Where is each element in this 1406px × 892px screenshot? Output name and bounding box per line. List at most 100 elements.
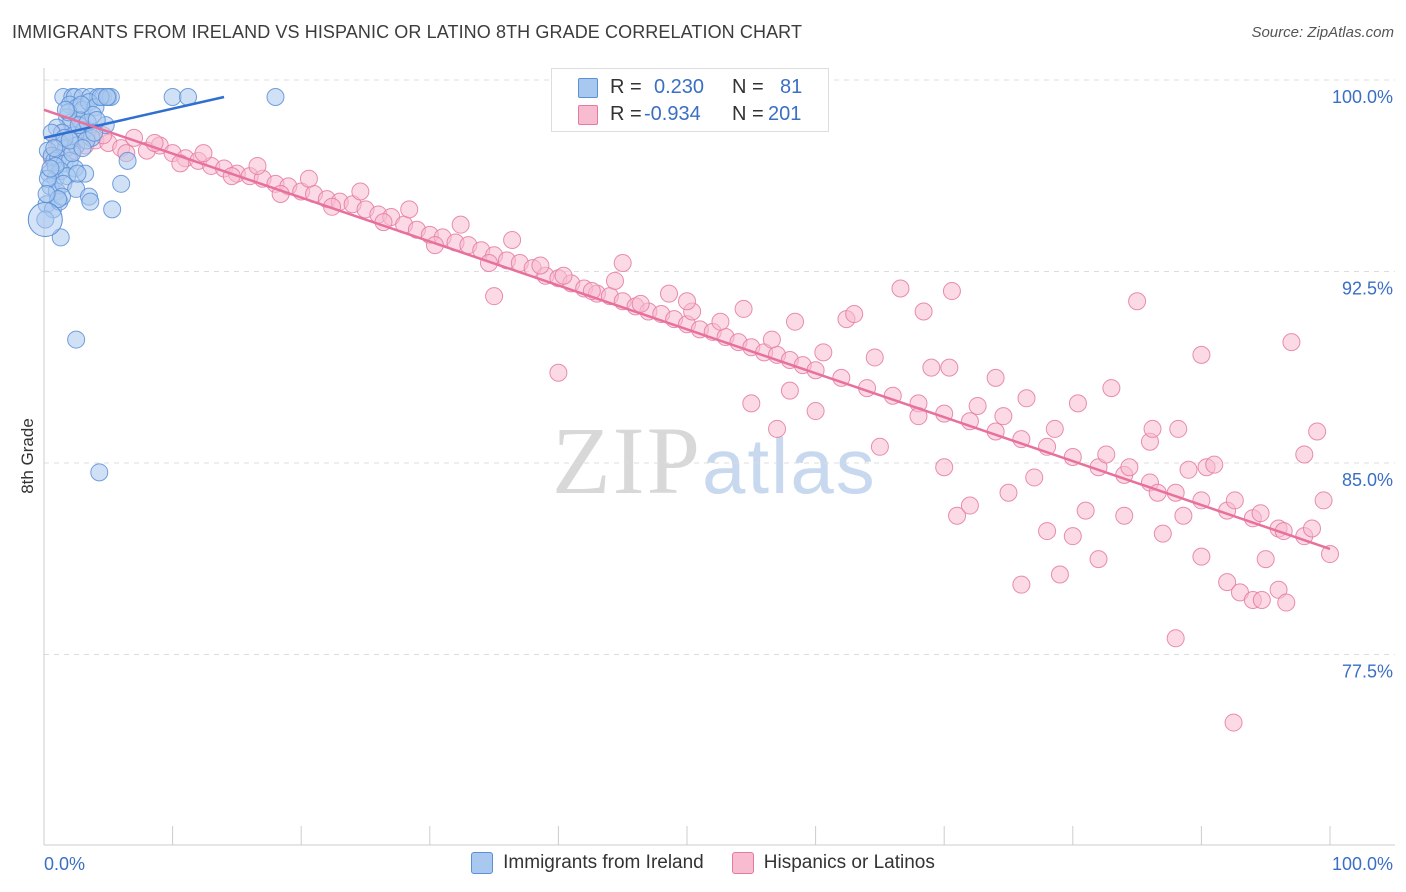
hispanic-point [711, 312, 730, 331]
hispanic-point [1115, 506, 1134, 525]
y-tick-label: 92.5% [1342, 279, 1393, 299]
y-tick-label: 85.0% [1342, 470, 1393, 490]
hispanic-point [1166, 629, 1185, 648]
ireland-point [67, 330, 86, 349]
chart-source: Source: ZipAtlas.com [1251, 24, 1394, 41]
hispanic-point [299, 169, 318, 188]
hispanic-point [806, 402, 825, 421]
hispanic-point [605, 271, 624, 290]
ireland-point [41, 159, 60, 178]
legend-label-hispanic: Hispanics or Latinos [763, 852, 935, 873]
ireland-point [118, 151, 137, 170]
ireland-point [163, 88, 182, 106]
stats-n-value: 201 [768, 102, 802, 125]
ireland-point [45, 139, 64, 158]
ireland-trend-line [43, 95, 225, 140]
hispanic-point [1251, 504, 1270, 523]
ireland-point [27, 202, 63, 238]
hispanic-point [1225, 491, 1244, 510]
stats-r-label: R = [610, 75, 642, 98]
hispanic-point [248, 156, 267, 175]
hispanic-point [940, 358, 959, 377]
stats-box: R = 0.230 N = 81 R = -0.934 N = 201 [551, 68, 829, 132]
hispanic-point [1050, 565, 1069, 584]
hispanic-point [1174, 506, 1193, 525]
hispanic-point [659, 284, 678, 303]
hispanic-point [1102, 379, 1121, 398]
hispanic-point [1017, 389, 1036, 408]
hispanic-point [1038, 522, 1057, 541]
hispanic-point [451, 215, 470, 234]
ireland-point [68, 164, 87, 183]
hispanic-point [948, 506, 967, 525]
hispanic-point [1302, 519, 1321, 538]
hispanic-point [1097, 445, 1116, 464]
hispanic-point [1282, 333, 1301, 352]
hispanic-point [1192, 547, 1211, 566]
hispanic-point [1277, 593, 1296, 612]
hispanic-point [994, 407, 1013, 426]
hispanic-point [780, 381, 799, 400]
hispanic-point [1025, 468, 1044, 487]
ireland-point [51, 228, 70, 247]
hispanic-point [865, 348, 884, 367]
hispanic-point [1205, 455, 1224, 474]
hispanic-point [1308, 422, 1327, 441]
hispanic-point [1076, 501, 1095, 520]
legend-item-ireland[interactable]: Immigrants from Ireland [471, 852, 704, 874]
hispanic-point [531, 256, 550, 275]
hispanic-point [1120, 458, 1139, 477]
hispanic-point [1012, 575, 1031, 594]
ireland-point [266, 88, 285, 106]
hispanic-point [1256, 550, 1275, 569]
hispanic-point [786, 312, 805, 331]
ireland-point [72, 95, 91, 114]
stats-n-label: N = [732, 75, 764, 98]
hispanic-point [194, 144, 213, 163]
hispanic-point [678, 292, 696, 311]
hispanic-point [503, 230, 522, 249]
watermark-zip: ZIP [552, 407, 702, 514]
legend-item-hispanic[interactable]: Hispanics or Latinos [731, 852, 935, 874]
stats-swatch-hispanic [578, 105, 598, 125]
hispanic-point [1045, 419, 1064, 438]
hispanic-point [1218, 573, 1237, 592]
stats-row-ireland: R = 0.230 N = 81 [552, 73, 828, 101]
hispanic-point [960, 496, 979, 515]
hispanic-point [1063, 527, 1082, 546]
hispanic-point [762, 330, 781, 349]
hispanic-point [554, 266, 573, 285]
hispanic-point [1179, 460, 1198, 479]
stats-row-hispanic: R = -0.934 N = 201 [552, 100, 828, 128]
hispanic-point [351, 182, 370, 201]
ireland-point [90, 463, 109, 482]
hispanic-point [485, 287, 504, 306]
hispanic-point [968, 396, 987, 415]
stats-r-value: -0.934 [644, 102, 701, 125]
hispanic-point [1143, 419, 1162, 438]
hispanic-point [171, 154, 190, 173]
hispanic-point [922, 358, 941, 377]
x-tick-label: 100.0% [1332, 854, 1393, 874]
hispanic-point [1128, 292, 1147, 311]
ireland-point [98, 88, 117, 106]
watermark: ZIPatlas [552, 405, 877, 516]
hispanic-point [891, 279, 910, 298]
hispanic-point [631, 294, 650, 313]
hispanic-point [1224, 713, 1243, 732]
hispanic-point [1252, 591, 1271, 610]
hispanic-trend-line [43, 108, 1331, 551]
ireland-point [81, 192, 100, 211]
chart-legend: Immigrants from Ireland Hispanics or Lat… [0, 852, 1406, 874]
stats-r-value: 0.230 [654, 75, 705, 98]
hispanic-point [549, 363, 568, 382]
ireland-point [112, 174, 131, 193]
ireland-point [37, 185, 56, 204]
hispanic-point [845, 305, 864, 324]
stats-n-label: N = [732, 102, 764, 125]
legend-swatch-ireland [471, 852, 494, 874]
legend-label-ireland: Immigrants from Ireland [503, 852, 704, 873]
hispanic-point [1314, 491, 1333, 510]
hispanic-point [768, 419, 787, 438]
